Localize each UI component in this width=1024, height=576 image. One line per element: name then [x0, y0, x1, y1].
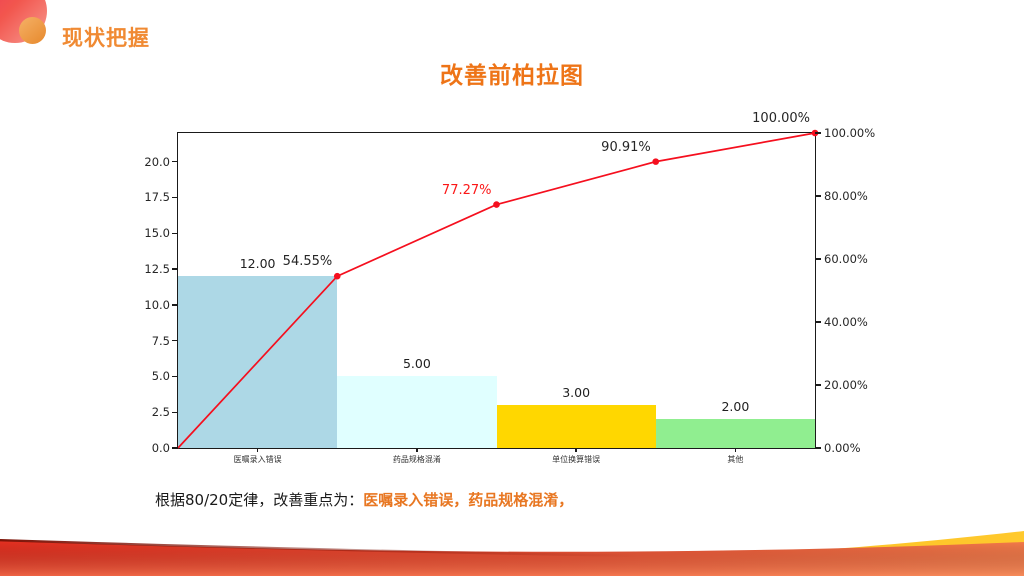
left-axis-tick-label: 20.0	[144, 154, 170, 169]
conclusion-note-prefix: 根据80/20定律，改善重点为：	[155, 491, 364, 509]
left-axis-tick-label: 17.5	[144, 190, 170, 205]
x-axis-tick-label: 医嘱录入错误	[233, 455, 282, 464]
cumulative-label: 100.00%	[752, 111, 810, 126]
footer-wave	[0, 531, 1024, 576]
bar-4	[655, 419, 815, 448]
section-title: 现状把握	[62, 26, 150, 50]
right-axis-tick-mark	[815, 258, 821, 260]
right-axis-tick-label: 0.00%	[824, 441, 861, 455]
right-axis-tick-label: 20.00%	[824, 378, 868, 392]
bar-value-label: 3.00	[562, 385, 591, 401]
left-axis-tick-mark	[172, 268, 178, 270]
right-axis-tick-label: 100.00%	[824, 126, 876, 140]
right-axis-tick-label: 40.00%	[824, 315, 868, 329]
right-axis-tick-mark	[815, 321, 821, 323]
right-axis-tick-mark	[815, 447, 821, 449]
chart-title: 改善前柏拉图	[440, 63, 584, 89]
right-axis-tick-mark	[815, 132, 821, 134]
conclusion-note: 根据80/20定律，改善重点为：医嘱录入错误，药品规格混淆，	[155, 489, 573, 510]
pareto-chart: 12.00 5.00 3.00 2.00 54.55% 77.27% 90.91% 100.0…	[144, 111, 875, 464]
right-axis-tick-label: 60.00%	[824, 252, 868, 266]
left-axis-tick-mark	[172, 304, 178, 306]
left-axis-tick-mark	[172, 339, 178, 342]
cumulative-line	[177, 132, 816, 449]
right-axis-tick-mark	[815, 384, 821, 386]
x-axis-tick-label: 其他	[727, 455, 744, 464]
x-axis-tick-mark	[734, 448, 737, 452]
wave-maroon-edge	[0, 539, 641, 557]
bar-3	[496, 405, 656, 448]
left-axis-tick-label: 5.0	[151, 369, 170, 384]
x-axis-tick-label: 单位换算错误	[552, 455, 601, 464]
x-axis-tick-mark	[416, 448, 418, 452]
conclusion-note-highlight: 医嘱录入错误，药品规格混淆，	[363, 491, 574, 509]
left-axis-tick-label: 2.5	[151, 405, 170, 420]
x-axis-tick-mark	[575, 448, 577, 452]
left-axis-tick-mark	[172, 232, 178, 234]
logo-orange-circle-icon	[19, 17, 46, 44]
left-axis-tick-mark	[172, 447, 178, 449]
cumulative-line-layer	[177, 129, 819, 449]
left-axis-tick-label: 15.0	[144, 226, 170, 241]
x-axis-tick-mark	[256, 448, 259, 452]
right-axis-tick-label: 80.00%	[824, 189, 868, 203]
cumulative-label: 54.55%	[282, 254, 333, 270]
cumulative-point	[493, 201, 500, 208]
x-axis-tick-label: 药品规格混淆	[392, 455, 441, 464]
left-axis-tick-label: 7.5	[151, 333, 170, 348]
cumulative-label: 90.91%	[601, 139, 651, 155]
bar-value-label: 12.00	[239, 256, 276, 272]
left-axis-tick-label: 0.0	[151, 441, 170, 455]
left-axis-tick-mark	[172, 375, 178, 378]
bar-2	[337, 376, 497, 448]
cumulative-label: 77.27%	[441, 182, 492, 198]
cumulative-point	[333, 272, 341, 280]
left-axis-tick-mark	[172, 196, 178, 199]
left-axis-tick-mark	[172, 160, 178, 163]
left-axis-tick-label: 12.5	[144, 262, 170, 277]
left-axis-tick-mark	[172, 411, 178, 413]
bar-value-label: 2.00	[721, 399, 750, 415]
logo-red-circle-icon	[0, 0, 47, 43]
left-axis-tick-label: 10.0	[144, 297, 170, 312]
right-axis-tick-mark	[815, 195, 821, 197]
wave-red-sheen	[0, 541, 1024, 576]
bar-value-label: 5.00	[402, 356, 431, 372]
cumulative-point	[652, 158, 660, 165]
